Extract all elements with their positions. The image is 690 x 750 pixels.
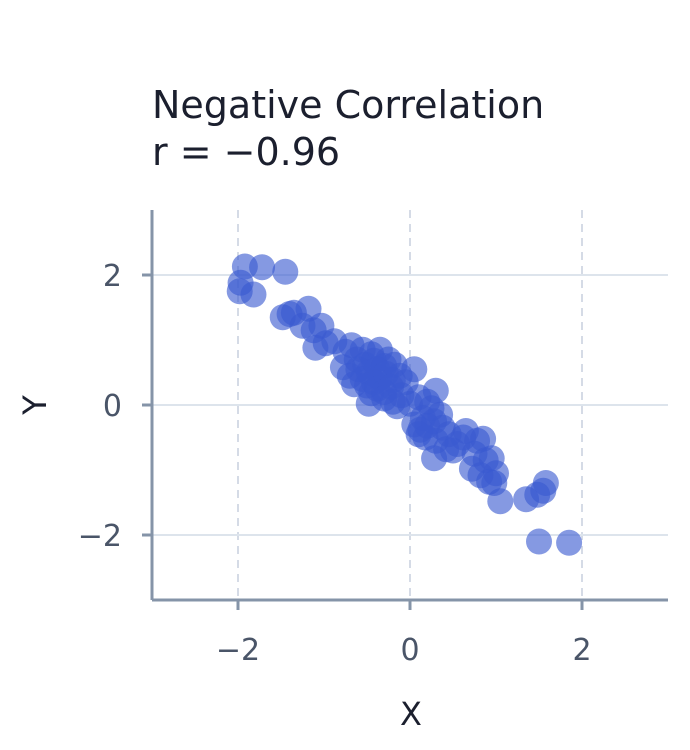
data-point	[421, 445, 448, 472]
data-point	[526, 528, 552, 555]
data-point	[532, 470, 559, 496]
y-tick-label: −2	[78, 519, 122, 554]
y-axis-label: Y	[16, 395, 54, 416]
x-tick-label: −2	[216, 633, 260, 668]
tick-labels: −2 0 2 −2 0 2	[78, 259, 592, 668]
x-axis-label: X	[400, 695, 422, 733]
data-point	[401, 356, 428, 383]
data-point	[556, 529, 583, 556]
x-tick-label: 2	[572, 633, 591, 668]
chart-subtitle: r = −0.96	[152, 130, 340, 174]
data-point	[487, 488, 514, 515]
chart-title: Negative Correlation	[152, 83, 544, 127]
data-point	[405, 421, 432, 448]
y-tick-label: 0	[103, 389, 122, 424]
data-point	[249, 254, 276, 281]
data-points	[226, 253, 583, 556]
data-point	[240, 281, 267, 308]
x-tick-label: 0	[400, 633, 419, 668]
data-point	[272, 258, 299, 285]
axes	[142, 210, 668, 610]
y-tick-label: 2	[103, 259, 122, 294]
